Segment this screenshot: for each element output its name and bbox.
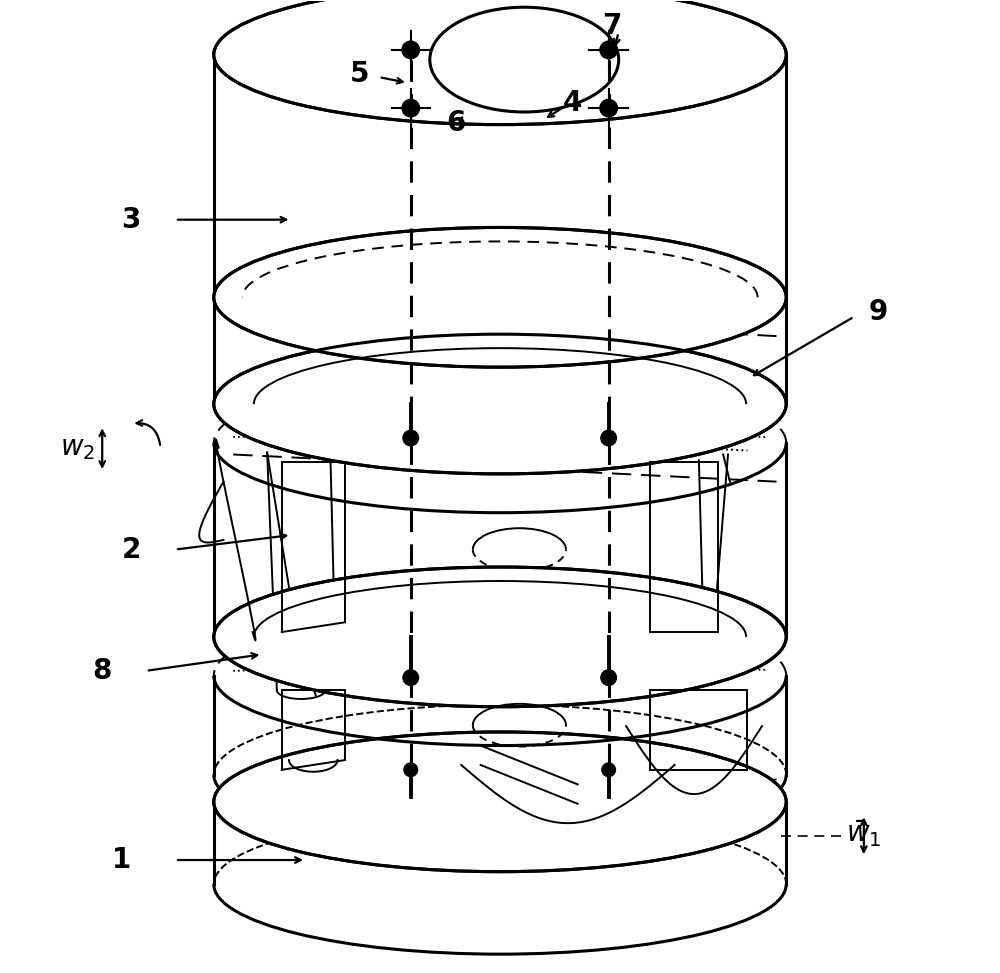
Circle shape: [403, 669, 419, 685]
Circle shape: [404, 763, 418, 776]
Circle shape: [403, 430, 419, 446]
Text: 5: 5: [350, 60, 369, 89]
Ellipse shape: [214, 334, 786, 474]
Text: 7: 7: [602, 12, 621, 40]
Text: 2: 2: [122, 535, 141, 563]
Ellipse shape: [214, 567, 786, 706]
Text: 4: 4: [563, 90, 582, 118]
Circle shape: [602, 763, 615, 776]
Circle shape: [601, 669, 616, 685]
Circle shape: [402, 41, 419, 58]
Text: 9: 9: [869, 298, 888, 326]
Text: 8: 8: [93, 657, 112, 685]
Circle shape: [601, 430, 616, 446]
Text: $w_2$: $w_2$: [60, 434, 95, 462]
Ellipse shape: [214, 228, 786, 367]
Ellipse shape: [214, 732, 786, 872]
Text: 3: 3: [122, 205, 141, 234]
Circle shape: [600, 99, 617, 117]
Circle shape: [600, 41, 617, 58]
Text: 6: 6: [447, 109, 466, 136]
Text: $\bar{w}_1$: $\bar{w}_1$: [846, 818, 882, 849]
Ellipse shape: [214, 0, 786, 125]
Circle shape: [402, 99, 419, 117]
Text: 1: 1: [112, 847, 131, 874]
